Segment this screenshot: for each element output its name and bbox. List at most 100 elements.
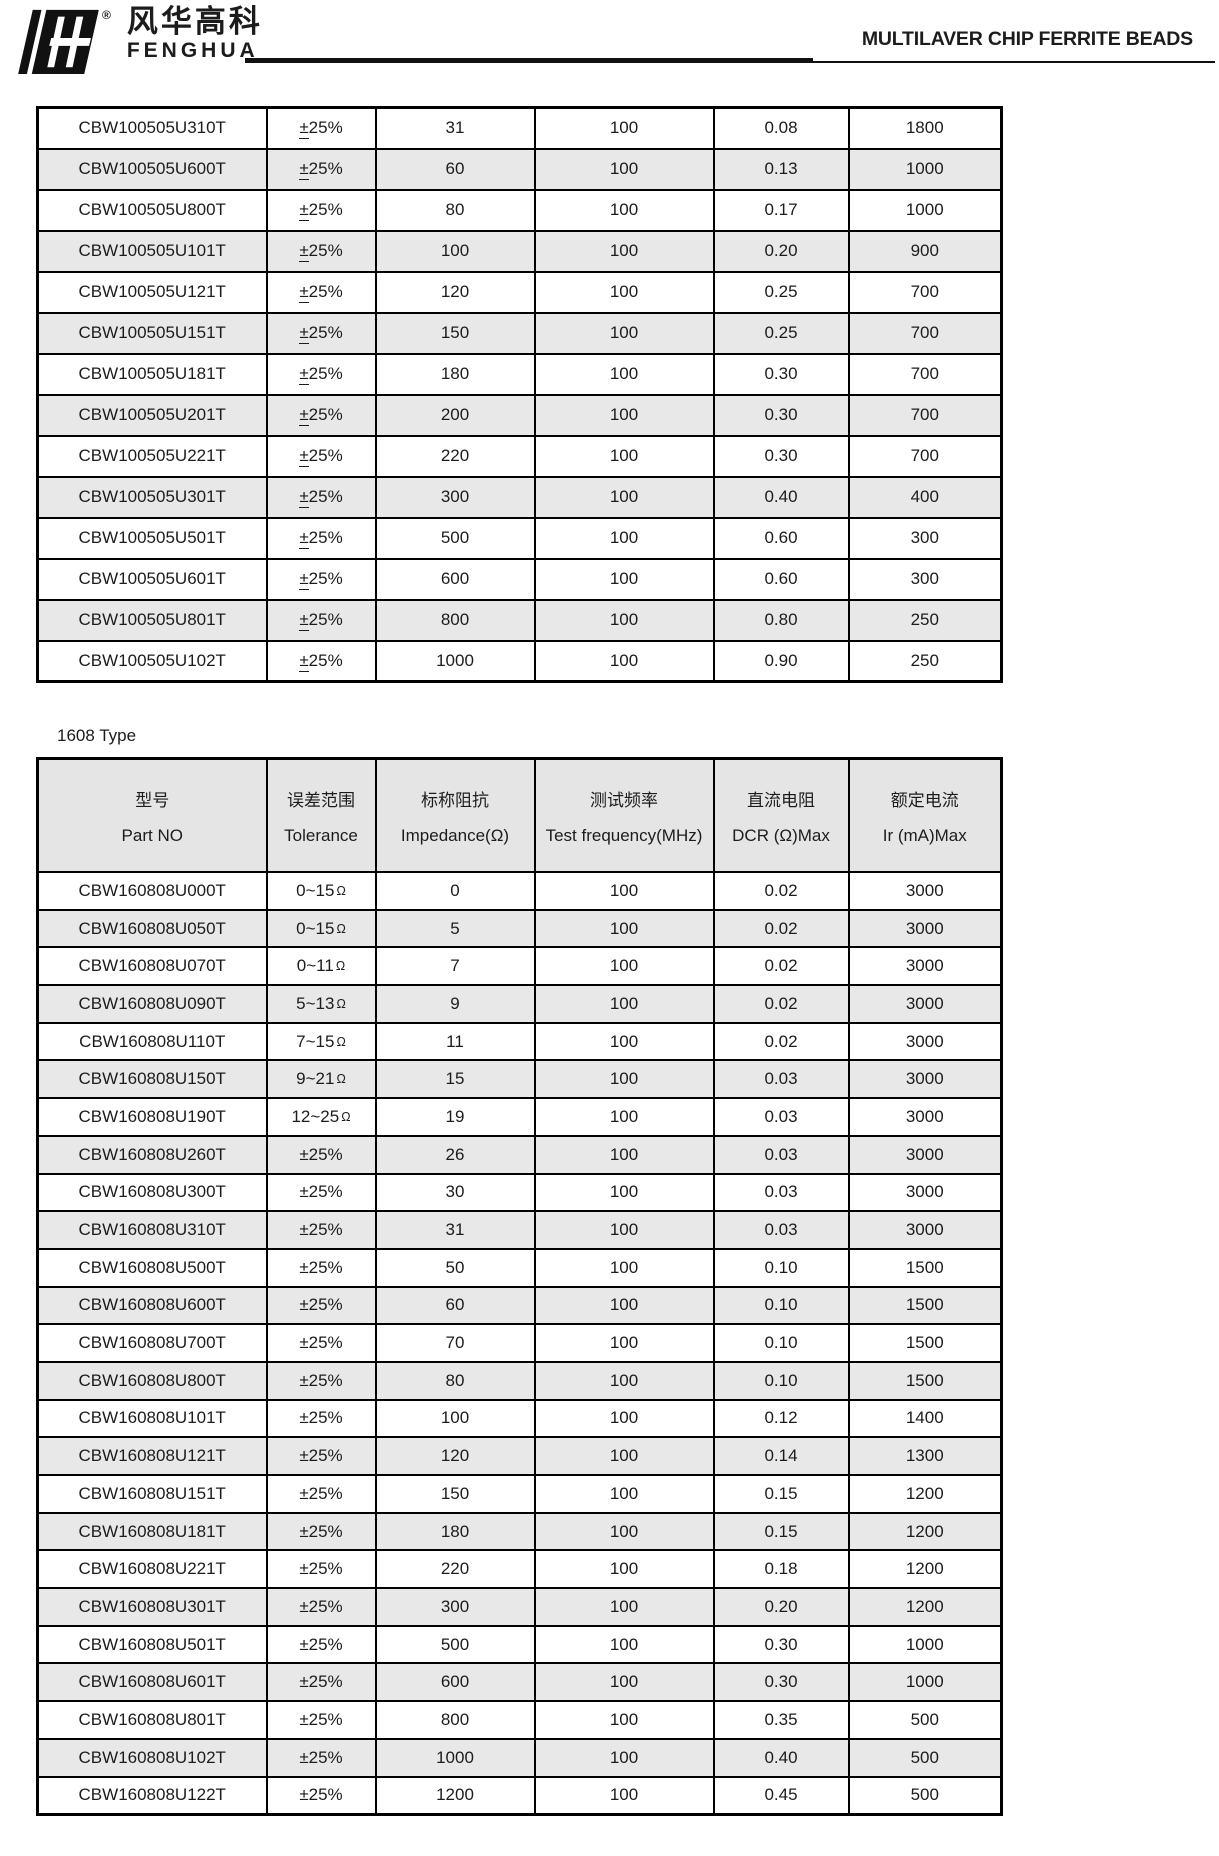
- ferrite-beads-table-100505: CBW100505U310T ±25% 31 100 0.08 1800 CBW100505…: [36, 106, 1003, 683]
- plus-minus-sign: ±: [299, 610, 309, 631]
- column-header-en: Test frequency(MHz): [545, 825, 703, 845]
- column-header-cn: 测试频率: [590, 790, 658, 810]
- cell-dcr: 0.45: [712, 1775, 850, 1816]
- cell-impedance: 600: [374, 557, 536, 601]
- cell-impedance: 70: [374, 1323, 536, 1363]
- cell-tolerance: ±25%: [265, 1360, 377, 1401]
- cell-tolerance: ±25%: [265, 1587, 377, 1627]
- column-header-cn: 直流电阻: [747, 790, 815, 810]
- column-header-en: Part NO: [121, 825, 183, 845]
- plus-minus-sign: ±: [299, 159, 309, 180]
- cell-test-frequency: 100: [533, 393, 715, 437]
- cell-ir: 1500: [847, 1247, 1003, 1288]
- cell-impedance: 11: [374, 1021, 536, 1062]
- table-row: CBW100505U301T ±25% 300 100 0.40 400: [36, 475, 1003, 519]
- cell-test-frequency: 100: [533, 1587, 715, 1627]
- column-header-ir: 额定电流 Ir (mA)Max: [847, 757, 1003, 873]
- cell-dcr: 0.17: [712, 188, 850, 232]
- cell-tolerance: ±25%: [265, 1775, 377, 1816]
- cell-tolerance: ±25%: [265, 1323, 377, 1363]
- cell-part-no: CBW160808U121T: [36, 1436, 268, 1476]
- cell-impedance: 0: [374, 871, 536, 911]
- cell-part-no: CBW160808U000T: [36, 871, 268, 911]
- cell-impedance: 80: [374, 188, 536, 232]
- cell-tolerance: ±25%: [265, 1474, 377, 1514]
- table-row: CBW160808U500T ±25% 50 100 0.10 1500: [36, 1247, 1003, 1288]
- cell-test-frequency: 100: [533, 516, 715, 560]
- table-row: CBW160808U151T ±25% 150 100 0.15 1200: [36, 1474, 1003, 1514]
- fenghua-logo-mark-icon: [18, 9, 99, 74]
- cell-test-frequency: 100: [533, 188, 715, 232]
- cell-ir: 1000: [847, 188, 1003, 232]
- cell-test-frequency: 100: [533, 147, 715, 191]
- plus-minus-sign: ±: [299, 528, 309, 549]
- ohm-sign: Ω: [336, 1034, 346, 1049]
- cell-impedance: 60: [374, 1285, 536, 1326]
- cell-tolerance: ±25%: [265, 270, 377, 314]
- cell-test-frequency: 100: [533, 1172, 715, 1213]
- cell-impedance: 150: [374, 311, 536, 355]
- cell-part-no: CBW100505U601T: [36, 557, 268, 601]
- cell-ir: 3000: [847, 1210, 1003, 1250]
- cell-tolerance: 0~11 Ω: [265, 946, 377, 987]
- fenghua-logo: ® 风华高科 FENGHUA: [12, 6, 263, 74]
- cell-part-no: CBW160808U122T: [36, 1775, 268, 1816]
- cell-part-no: CBW100505U501T: [36, 516, 268, 560]
- cell-dcr: 0.13: [712, 147, 850, 191]
- cell-dcr: 0.08: [712, 106, 850, 150]
- cell-test-frequency: 100: [533, 598, 715, 642]
- cell-tolerance: 5~13 Ω: [265, 984, 377, 1024]
- cell-ir: 1500: [847, 1360, 1003, 1401]
- cell-impedance: 220: [374, 434, 536, 478]
- table-row: CBW160808U181T ±25% 180 100 0.15 1200: [36, 1511, 1003, 1552]
- cell-part-no: CBW100505U151T: [36, 311, 268, 355]
- plus-minus-sign: ±: [299, 650, 309, 672]
- cell-ir: 3000: [847, 1172, 1003, 1213]
- cell-dcr: 0.03: [712, 1059, 850, 1100]
- table-row: CBW100505U201T ±25% 200 100 0.30 700: [36, 393, 1003, 437]
- cell-impedance: 15: [374, 1059, 536, 1100]
- cell-test-frequency: 100: [533, 1662, 715, 1703]
- cell-part-no: CBW160808U310T: [36, 1210, 268, 1250]
- plus-minus-sign: ±: [299, 282, 309, 303]
- cell-impedance: 31: [374, 106, 536, 150]
- cell-test-frequency: 100: [533, 1700, 715, 1740]
- cell-impedance: 120: [374, 1436, 536, 1476]
- table-row: CBW100505U800T ±25% 80 100 0.17 1000: [36, 188, 1003, 232]
- cell-tolerance: ±25%: [265, 147, 377, 191]
- table-row: CBW160808U070T 0~11 Ω 7 100 0.02 3000: [36, 946, 1003, 987]
- cell-impedance: 150: [374, 1474, 536, 1514]
- cell-tolerance: ±25%: [265, 1172, 377, 1213]
- column-header-en: Ir (mA)Max: [882, 825, 967, 845]
- cell-part-no: CBW160808U190T: [36, 1097, 268, 1137]
- ohm-sign: Ω: [336, 1072, 346, 1087]
- plus-minus-sign: ±: [299, 405, 309, 426]
- table-row: CBW100505U801T ±25% 800 100 0.80 250: [36, 598, 1003, 642]
- cell-ir: 1000: [847, 147, 1003, 191]
- cell-impedance: 300: [374, 475, 536, 519]
- cell-impedance: 100: [374, 1398, 536, 1439]
- cell-test-frequency: 100: [533, 1285, 715, 1326]
- cell-test-frequency: 100: [533, 311, 715, 355]
- column-header-cn: 误差范围: [287, 790, 355, 810]
- column-header-en: DCR (Ω)Max: [732, 825, 830, 845]
- cell-dcr: 0.02: [712, 908, 850, 949]
- plus-minus-sign: ±: [299, 241, 309, 262]
- cell-test-frequency: 100: [533, 1210, 715, 1250]
- cell-part-no: CBW100505U102T: [36, 639, 268, 683]
- cell-dcr: 0.60: [712, 557, 850, 601]
- section-label-1608-type: 1608 Type: [57, 726, 137, 745]
- table-row: CBW100505U310T ±25% 31 100 0.08 1800: [36, 106, 1003, 150]
- cell-ir: 1500: [847, 1285, 1003, 1326]
- cell-test-frequency: 100: [533, 1624, 715, 1665]
- cell-ir: 300: [847, 516, 1003, 560]
- table-row: CBW160808U090T 5~13 Ω 9 100 0.02 3000: [36, 984, 1003, 1024]
- cell-part-no: CBW160808U221T: [36, 1549, 268, 1590]
- cell-ir: 1500: [847, 1323, 1003, 1363]
- table-row: CBW160808U190T 12~25 Ω 19 100 0.03 3000: [36, 1097, 1003, 1137]
- page-header: ® 风华高科 FENGHUA MULTILAVER CHIP FERRITE B…: [0, 0, 1219, 90]
- table-row: CBW160808U600T ±25% 60 100 0.10 1500: [36, 1285, 1003, 1326]
- cell-test-frequency: 100: [533, 557, 715, 601]
- cell-test-frequency: 100: [533, 352, 715, 396]
- cell-impedance: 500: [374, 516, 536, 560]
